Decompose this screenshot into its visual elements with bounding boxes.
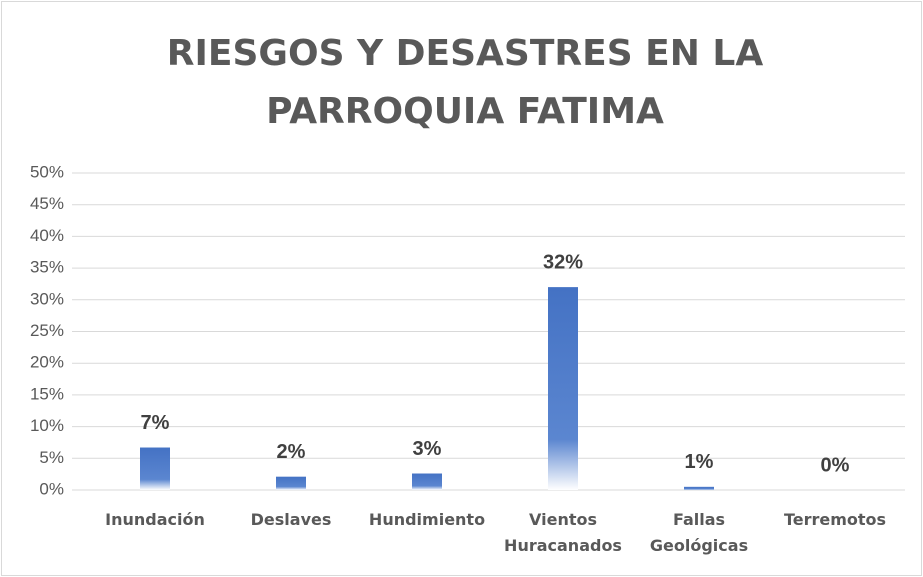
bar	[684, 486, 714, 490]
y-tick-label: 50%	[30, 162, 64, 181]
y-tick-label: 35%	[30, 258, 64, 277]
y-tick-label: 15%	[30, 384, 64, 403]
x-tick-label: Terremotos	[783, 510, 887, 529]
title-box: RIESGOS Y DESASTRES EN LA PARROQUIA FATI…	[166, 33, 764, 132]
y-tick-label: 25%	[30, 321, 64, 340]
value-label: 2%	[277, 441, 306, 463]
bar	[548, 287, 578, 490]
x-tick-label: Deslaves	[250, 510, 332, 529]
bar	[412, 473, 442, 490]
x-tick-label: Fallas Geológicas	[649, 510, 749, 555]
value-label: 3%	[413, 438, 442, 460]
y-tick-label: 30%	[30, 289, 64, 308]
chart-title: RIESGOS Y DESASTRES EN LA PARROQUIA FATI…	[166, 33, 764, 132]
value-label: 0%	[821, 454, 850, 476]
x-tick-label: Vientos Huracanados	[504, 510, 622, 555]
x-tick-label: Hundimiento	[368, 510, 486, 529]
x-tick-box: Hundimiento	[368, 510, 486, 529]
x-tick-box: Terremotos	[783, 510, 887, 529]
bar	[276, 476, 306, 490]
y-tick-label: 5%	[39, 448, 64, 467]
value-label: 32%	[543, 251, 583, 273]
x-tick-label: Inundación	[105, 510, 205, 529]
y-tick-label: 20%	[30, 353, 64, 372]
value-label: 7%	[141, 412, 170, 434]
y-tick-label: 40%	[30, 226, 64, 245]
bar	[140, 447, 170, 490]
value-label: 1%	[685, 451, 714, 473]
x-tick-box: Deslaves	[250, 510, 332, 529]
x-tick-box: Vientos Huracanados	[504, 510, 622, 555]
x-tick-box: Fallas Geológicas	[649, 510, 749, 555]
y-tick-label: 0%	[39, 479, 64, 498]
x-tick-box: Inundación	[105, 510, 205, 529]
y-tick-label: 45%	[30, 194, 64, 213]
y-tick-label: 10%	[30, 416, 64, 435]
